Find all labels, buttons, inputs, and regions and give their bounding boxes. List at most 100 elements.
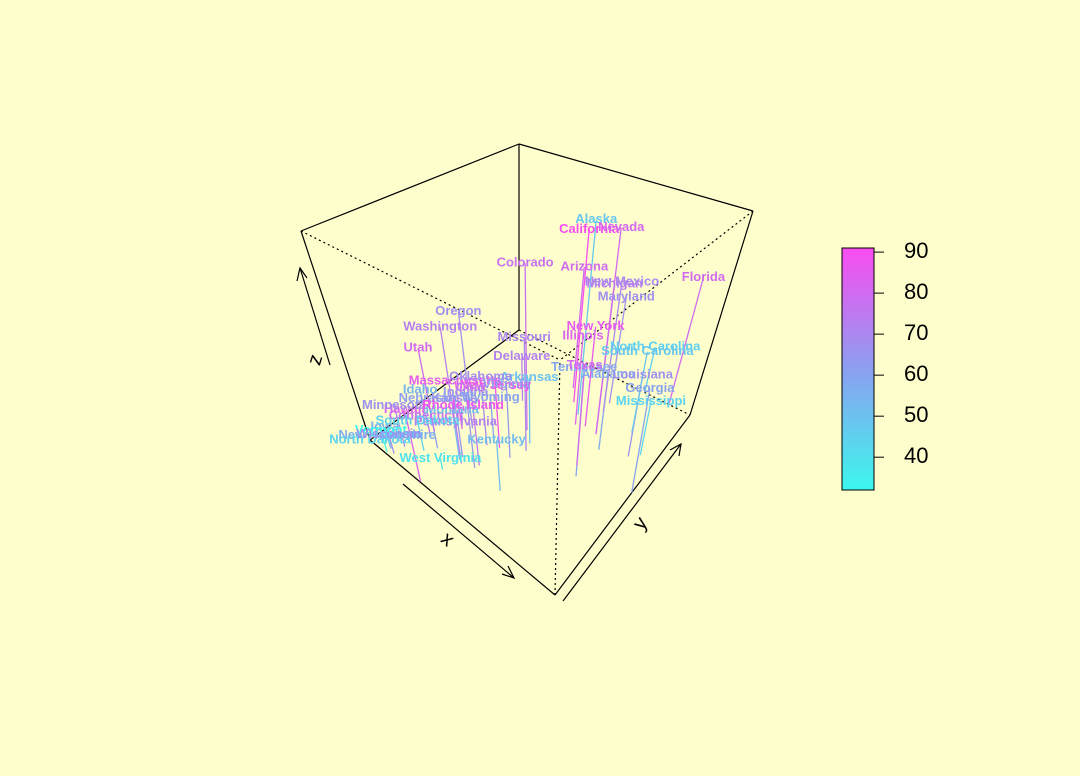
colorbar-tick-label: 60 xyxy=(904,361,928,386)
drop-line xyxy=(573,229,590,403)
box-edge xyxy=(518,143,754,212)
drop-line xyxy=(574,336,584,425)
point-label: Kentucky xyxy=(467,432,526,447)
box-edge xyxy=(689,210,754,416)
point-label: California xyxy=(559,221,620,236)
drop-line xyxy=(495,440,501,491)
point-label: Minnesota xyxy=(362,397,427,412)
point-label: South Dakota xyxy=(376,412,461,427)
point-label: Ohio xyxy=(456,379,486,394)
drop-line xyxy=(523,337,527,451)
drop-line xyxy=(462,405,465,411)
drop-line xyxy=(667,277,705,407)
point-label: Hawaii xyxy=(384,401,425,416)
drop-line xyxy=(439,327,457,428)
point-label: Washington xyxy=(403,319,477,334)
point-label: North Dakota xyxy=(329,431,411,446)
axis-arrow-head xyxy=(669,442,682,457)
drop-line xyxy=(451,409,461,460)
point-label: Arizona xyxy=(561,258,609,273)
y-axis-label: y xyxy=(629,513,653,534)
colorbar-tick-label: 80 xyxy=(904,279,928,304)
point-label: Wisconsin xyxy=(356,426,421,441)
colorbar-tick-label: 50 xyxy=(904,402,928,427)
point-label: Maine xyxy=(385,426,422,441)
drop-line xyxy=(380,430,388,453)
point-label: Missouri xyxy=(497,329,550,344)
axis-arrow-head xyxy=(501,565,516,580)
point-label: Maryland xyxy=(598,288,655,303)
drop-line xyxy=(453,398,464,458)
box-edge xyxy=(518,329,691,416)
point-label: Oregon xyxy=(435,303,481,318)
drop-line xyxy=(528,377,531,444)
colorbar xyxy=(841,247,875,491)
drop-line xyxy=(465,392,476,468)
point-label: Iowa xyxy=(370,418,400,433)
drop-line xyxy=(416,420,425,451)
drop-line xyxy=(457,311,474,429)
point-label: New York xyxy=(567,318,626,333)
point-label: West Virginia xyxy=(400,450,483,465)
box-edge xyxy=(300,230,561,361)
z-axis-label: z xyxy=(303,352,327,368)
point-label: Massachusetts xyxy=(409,373,502,388)
drop-line xyxy=(470,387,480,466)
drop-line xyxy=(572,266,585,389)
marks xyxy=(380,219,705,493)
point-label: Indiana xyxy=(443,384,489,399)
point-label: Pennsylvania xyxy=(414,413,498,428)
point-label: Michigan xyxy=(586,275,642,290)
box-edge xyxy=(300,230,371,441)
box-edge xyxy=(559,210,754,361)
point-label: New Jersey xyxy=(460,377,532,392)
box xyxy=(296,143,754,602)
drop-line xyxy=(454,421,463,464)
point-label: Utah xyxy=(404,340,433,355)
colorbar-tick-label: 40 xyxy=(904,443,928,468)
drop-line xyxy=(595,227,622,435)
drop-line xyxy=(439,458,444,470)
drop-line xyxy=(639,401,652,456)
drop-line xyxy=(631,388,651,493)
drop-line xyxy=(505,384,511,458)
drop-line xyxy=(479,376,488,446)
point-label: South Carolina xyxy=(601,343,694,358)
drop-line xyxy=(386,435,392,448)
box-edge xyxy=(369,329,520,441)
point-label: Virginia xyxy=(483,376,531,391)
point-label: New Hampshire xyxy=(338,427,436,442)
point-labels: Alabama Alaska Arizona Arkansas California Co… xyxy=(329,211,726,465)
box-edge xyxy=(300,143,520,232)
point-label: Kansas xyxy=(431,390,477,405)
drop-line xyxy=(454,381,463,430)
point-label: Nevada xyxy=(598,219,645,234)
point-label: Wyoming xyxy=(461,389,519,404)
drop-line xyxy=(417,348,436,432)
point-label: Colorado xyxy=(497,255,554,270)
drop-line xyxy=(576,365,586,466)
point-label: Georgia xyxy=(625,380,675,395)
drop-line xyxy=(521,356,524,401)
point-label: Montana xyxy=(426,401,480,416)
drop-line xyxy=(393,405,406,447)
point-label: Tennessee xyxy=(551,359,617,374)
drop-line xyxy=(644,347,656,393)
point-label: New Mexico xyxy=(585,273,659,288)
point-label: Vermont xyxy=(355,422,408,437)
drop-line xyxy=(602,281,623,412)
drop-line xyxy=(403,409,422,482)
axis-arrow xyxy=(562,443,682,602)
point-label: Illinois xyxy=(562,328,603,343)
drop-line xyxy=(402,434,405,438)
point-label: Louisiana xyxy=(612,367,673,382)
drop-line xyxy=(608,296,627,404)
colorbar-tick-label: 90 xyxy=(904,238,928,263)
colorbar-tick-label: 70 xyxy=(904,320,928,345)
point-label: Texas xyxy=(567,357,603,372)
drop-line xyxy=(631,351,649,434)
point-label: Arkansas xyxy=(500,369,559,384)
drop-line xyxy=(584,326,597,427)
point-label: Mississippi xyxy=(616,393,686,408)
